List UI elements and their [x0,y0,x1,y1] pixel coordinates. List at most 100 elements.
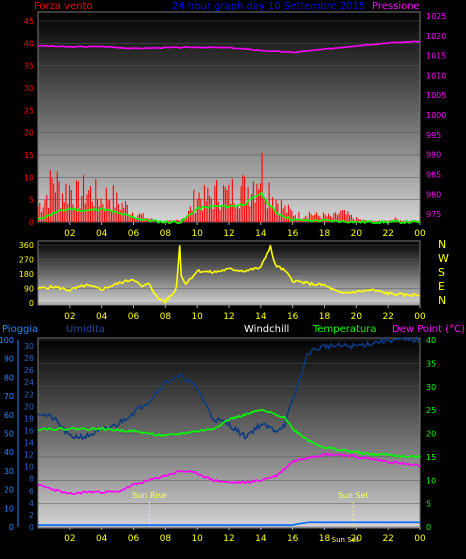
wind-direction-x-tick-label: 04 [96,312,108,322]
series-line-pioggia [38,521,420,526]
compass-label: S [438,266,445,279]
chart-title: 24 hour graph day 10 Settembre 2015 [172,1,365,12]
wind-direction-x-tick-label: 22 [382,312,393,322]
wind-speed-x-tick-label: 08 [160,229,172,239]
temperature-x-tick-label: 04 [96,534,108,544]
pressure-y-tick-label: 1005 [426,91,446,100]
temperature-x-tick-label: 08 [160,534,172,544]
temperature-x-tick-label: 06 [128,534,140,544]
wind-speed-axis-title: Forza vento [34,1,93,12]
pressure-y-tick-label: 995 [426,131,441,140]
pioggia-y-tick-label: 10 [4,504,14,513]
umidita-y-tick-label: 10 [24,463,34,472]
wind-speed-x-tick-label: 02 [64,229,75,239]
umidita-y-tick-label: 18 [24,414,34,423]
wind-direction-x-tick-label: 16 [287,312,299,322]
temperature-x-tick-label: 18 [319,534,331,544]
temperature-y-tick-label: 10 [426,476,436,485]
temperature-x-tick-label: 10 [191,534,203,544]
pressure-y-tick-label: 1015 [426,52,446,61]
wind-speed-x-tick-label: 06 [128,229,140,239]
pressure-y-tick-label: 985 [426,170,441,179]
wind-speed-x-tick-label: 18 [319,229,331,239]
pioggia-y-tick-label: 40 [4,448,14,457]
series-line-temperatura [38,408,421,459]
compass-label: N [438,294,446,307]
umidita-y-tick-label: 0 [29,523,34,532]
pressure-y-tick-label: 975 [426,210,441,219]
pressure-y-tick-label: 1025 [426,12,446,21]
temperature-panel-bg [37,337,421,529]
temperature-x-tick-label: 02 [64,534,75,544]
wind-speed-y-tick-label: 20 [24,129,34,138]
umidita-y-tick-label: 22 [24,390,34,399]
wind-speed-x-tick-label: 12 [223,229,234,239]
umidita-y-tick-label: 12 [24,451,34,460]
wind-speed-y-tick-label: 45 [24,17,34,26]
pressure-axis-title: Pressione [372,1,420,12]
wind-average-line [37,191,421,225]
legend-dew-point: Dew Point (°C) [392,324,465,335]
wind-direction-y-tick-label: 270 [19,256,34,265]
pioggia-y-tick-label: 20 [4,486,14,495]
pioggia-y-tick-label: 80 [4,373,14,382]
pressure-line [37,40,421,54]
wind-speed-y-tick-label: 0 [29,218,34,227]
umidita-y-tick-label: 30 [24,342,34,351]
pioggia-y-tick-label: 70 [4,392,14,401]
temperature-x-tick-label: 14 [255,534,267,544]
wind-speed-x-tick-label: 10 [191,229,203,239]
temperature-y-tick-label: 35 [426,359,436,368]
temperature-x-tick-label: 00 [414,534,426,544]
wind-speed-y-tick-label: 35 [24,62,34,71]
sun-event-axis-label: Sun Set [332,536,359,544]
wind-direction-x-tick-label: 20 [351,312,363,322]
wind-direction-x-tick-label: 10 [191,312,203,322]
pressure-y-tick-label: 990 [426,151,441,160]
temperature-x-tick-label: 20 [351,534,363,544]
pressure-y-tick-label: 1020 [426,32,446,41]
wind-direction-y-tick-label: 0 [29,299,34,308]
legend-umidita: Umidita [66,324,105,335]
wind-direction-y-tick-label: 90 [24,285,34,294]
wind-speed-x-tick-label: 14 [255,229,267,239]
pioggia-y-tick-label: 50 [4,430,14,439]
umidita-y-tick-label: 16 [24,426,34,435]
pressure-y-tick-label: 1010 [426,71,446,80]
umidita-y-tick-label: 2 [29,511,34,520]
umidita-y-tick-label: 14 [24,439,34,448]
wind-direction-x-tick-label: 12 [223,312,234,322]
temperature-y-tick-label: 5 [426,500,431,509]
temperature-y-tick-label: 25 [426,406,436,415]
wind-speed-x-tick-label: 04 [96,229,108,239]
wind-speed-x-tick-label: 22 [382,229,393,239]
umidita-y-tick-label: 24 [24,378,34,387]
legend-windchill: Windchill [244,324,289,335]
wind-direction-x-tick-label: 02 [64,312,75,322]
temperature-x-tick-label: 22 [382,534,393,544]
sun-event-label: Sun Rise [132,491,167,500]
series-line-dew-point-c- [37,452,421,496]
wind-speed-y-tick-label: 30 [24,84,34,93]
temperature-y-tick-label: 30 [426,383,436,392]
wind-speed-y-tick-label: 40 [24,39,34,48]
pressure-y-tick-label: 1000 [426,111,446,120]
compass-label: W [438,252,449,265]
wind-direction-x-tick-label: 14 [255,312,267,322]
compass-label: N [438,238,446,251]
temperature-y-tick-label: 0 [426,523,431,532]
wind-speed-y-tick-label: 25 [24,106,34,115]
umidita-y-tick-label: 26 [24,366,34,375]
wind-speed-x-tick-label: 00 [414,229,426,239]
wind-direction-x-tick-label: 06 [128,312,140,322]
wind-direction-y-tick-label: 360 [19,241,34,250]
temperature-y-tick-label: 20 [426,430,436,439]
compass-label: E [438,280,445,293]
wind-speed-x-tick-label: 20 [351,229,363,239]
pioggia-y-tick-label: 100 [0,336,14,345]
wind-speed-x-tick-label: 16 [287,229,299,239]
temperature-x-tick-label: 16 [287,534,299,544]
wind-direction-x-tick-label: 08 [160,312,172,322]
